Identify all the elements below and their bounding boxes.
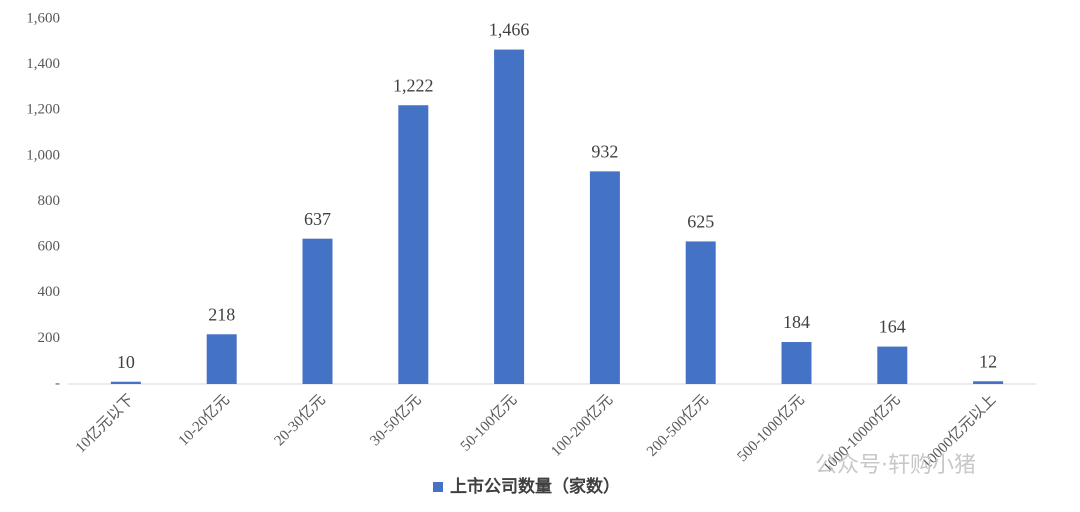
value-label: 184 (783, 312, 810, 332)
y-tick-label: 800 (38, 193, 61, 209)
bar (781, 342, 812, 384)
y-tick-label: 600 (38, 239, 61, 255)
bar (302, 238, 333, 384)
bar (685, 241, 716, 384)
value-label: 12 (979, 351, 997, 371)
value-label: 10 (117, 352, 135, 372)
value-label: 637 (304, 209, 331, 229)
value-label: 1,222 (393, 75, 434, 95)
y-tick-label: 1,200 (26, 102, 60, 118)
bar (206, 334, 237, 384)
y-tick-label: 1,000 (26, 147, 60, 163)
y-tick-label: 1,400 (26, 56, 60, 72)
value-label: 932 (591, 142, 618, 162)
value-label: 1,466 (489, 20, 530, 40)
y-tick-label: 400 (38, 284, 61, 300)
watermark: 公众号·轩购小猪 (815, 453, 976, 478)
legend-label: 上市公司数量（家数） (450, 476, 620, 496)
value-label: 164 (879, 317, 906, 337)
y-tick-label: 200 (38, 330, 61, 346)
bar (110, 381, 141, 384)
bar (398, 105, 429, 384)
bar (589, 171, 620, 384)
value-label: 625 (687, 212, 714, 232)
bar (973, 381, 1004, 384)
y-tick-label: - (55, 375, 60, 391)
y-tick-label: 1,600 (26, 10, 60, 26)
value-label: 218 (208, 304, 235, 324)
bar (877, 346, 908, 384)
legend-swatch (433, 482, 443, 492)
bar (494, 49, 525, 384)
